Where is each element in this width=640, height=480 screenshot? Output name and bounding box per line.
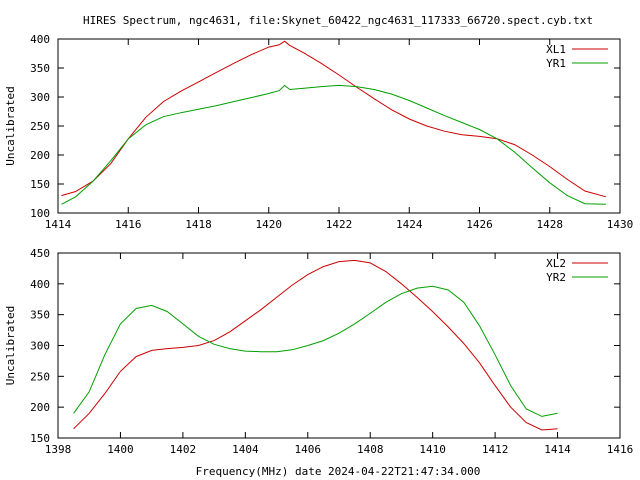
y-tick-label: 350 xyxy=(30,62,50,75)
y-tick-label: 400 xyxy=(30,278,50,291)
series-line-yr1 xyxy=(61,84,606,205)
x-tick-label: 1426 xyxy=(466,218,493,231)
y-tick-label: 200 xyxy=(30,149,50,162)
series-line-xl2 xyxy=(73,259,558,431)
y-tick-label: 300 xyxy=(30,91,50,104)
top-spectrum-panel: 100 150 200 250 300 350 400 1414 1416 1418 1420 142… xyxy=(4,33,633,231)
x-tick-label: 1410 xyxy=(419,443,446,456)
y-axis-label: Uncalibrated xyxy=(4,306,17,385)
x-tick-label: 1406 xyxy=(295,443,322,456)
y-tick-label: 150 xyxy=(30,178,50,191)
x-tick-label: 1418 xyxy=(185,218,212,231)
y-tick-label: 100 xyxy=(30,207,50,220)
x-tick-label: 1408 xyxy=(357,443,384,456)
chart-title: HIRES Spectrum, ngc4631, file:Skynet_604… xyxy=(83,14,593,27)
x-tick-label: 1414 xyxy=(45,218,72,231)
y-tick-label: 200 xyxy=(30,401,50,414)
x-axis-title: Frequency(MHz) date 2024-04-22T21:47:34.… xyxy=(196,465,481,478)
legend-label: YR2 xyxy=(546,271,566,284)
x-tick-label: 1414 xyxy=(544,443,571,456)
x-tick-label: 1412 xyxy=(482,443,509,456)
legend-label: XL2 xyxy=(546,257,566,270)
y-tick-label: 300 xyxy=(30,340,50,353)
x-tick-label: 1402 xyxy=(170,443,197,456)
y-axis-label: Uncalibrated xyxy=(4,86,17,165)
x-tick-label: 1416 xyxy=(115,218,142,231)
y-tick-label: 150 xyxy=(30,432,50,445)
y-tick-label: 450 xyxy=(30,247,50,260)
plot-frame xyxy=(57,38,621,214)
y-tick-label: 400 xyxy=(30,33,50,46)
series-line-yr2 xyxy=(73,285,558,417)
y-tick-label: 350 xyxy=(30,309,50,322)
x-tick-label: 1422 xyxy=(326,218,353,231)
x-tick-label: 1424 xyxy=(396,218,423,231)
x-tick-label: 1420 xyxy=(256,218,283,231)
x-tick-label: 1430 xyxy=(607,218,634,231)
x-tick-label: 1404 xyxy=(232,443,259,456)
y-tick-label: 250 xyxy=(30,120,50,133)
plot-frame xyxy=(57,252,621,439)
legend-label: XL1 xyxy=(546,43,566,56)
x-tick-label: 1400 xyxy=(107,443,134,456)
series-line-xl1 xyxy=(61,40,607,198)
legend-label: YR1 xyxy=(546,57,566,70)
x-tick-label: 1398 xyxy=(45,443,72,456)
x-tick-label: 1428 xyxy=(537,218,564,231)
bottom-spectrum-panel: 150 200 250 300 350 400 450 1398 1400 1402 1404 140… xyxy=(4,247,633,456)
x-tick-label: 1416 xyxy=(607,443,634,456)
y-tick-label: 250 xyxy=(30,370,50,383)
